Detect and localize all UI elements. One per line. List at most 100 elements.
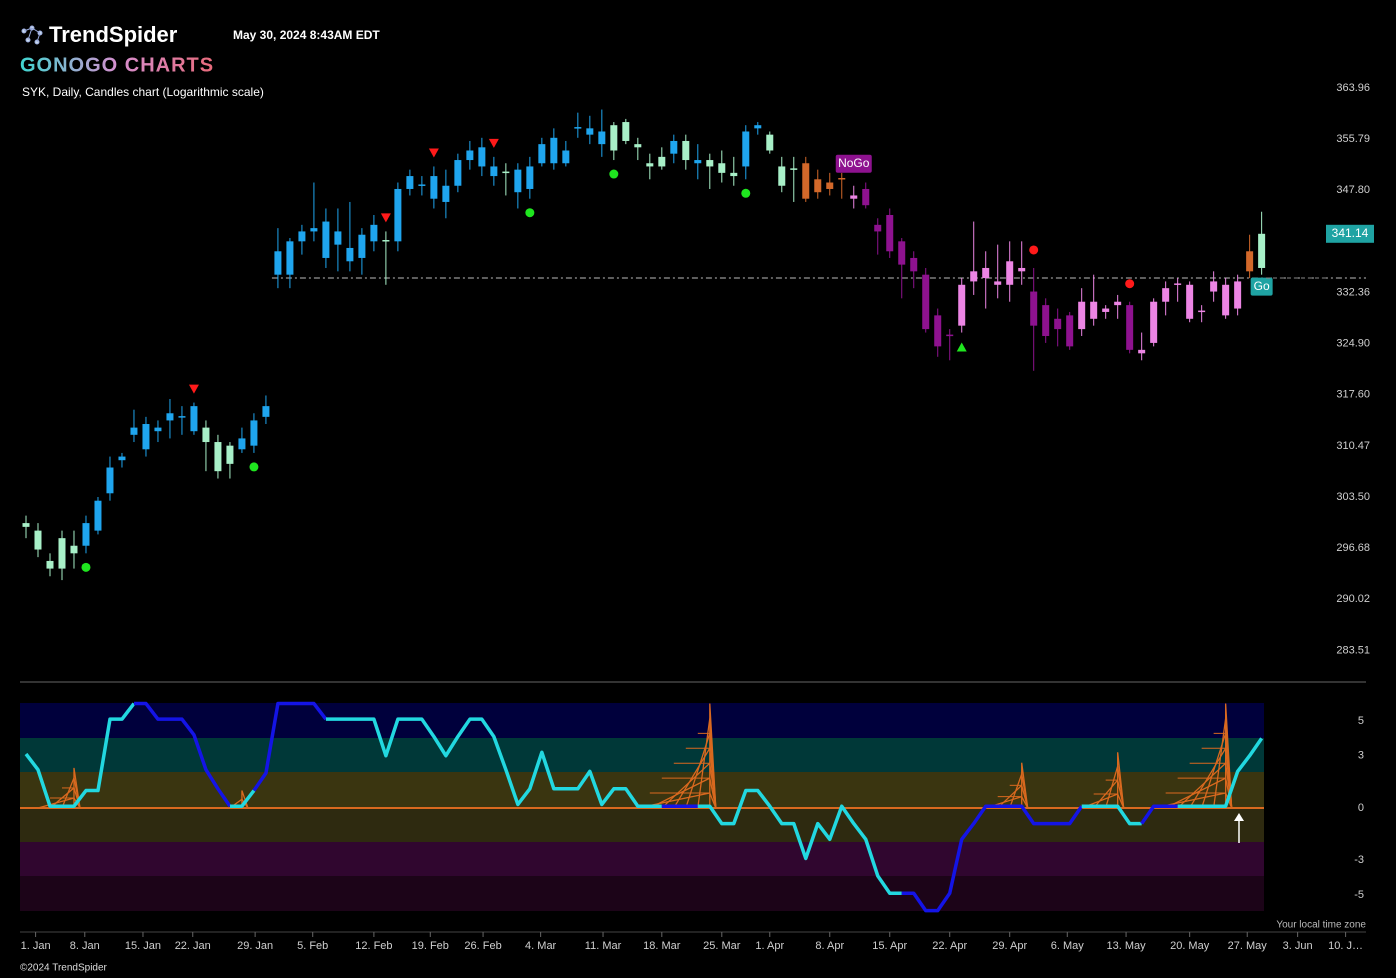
sell-signal xyxy=(488,138,499,148)
candle-body xyxy=(178,416,186,418)
candle-body xyxy=(1018,267,1026,272)
candle-body xyxy=(730,172,738,177)
candle-body xyxy=(502,171,510,174)
x-tick-label: 13. May xyxy=(1107,940,1147,952)
candle-body xyxy=(34,530,42,550)
candle-body xyxy=(994,281,1002,285)
candle-body xyxy=(1030,291,1038,326)
candle-body xyxy=(22,523,30,527)
candle-body xyxy=(1222,284,1230,316)
candle-body xyxy=(562,150,570,164)
candle-body xyxy=(1078,301,1086,330)
y-tick-label: 310.47 xyxy=(1336,440,1370,452)
candle-body xyxy=(202,427,210,443)
y-tick-label: 5 xyxy=(1358,715,1364,727)
candle-body xyxy=(382,240,390,242)
product: GONOGO CHARTS xyxy=(20,54,214,76)
oscillator-line xyxy=(325,717,662,808)
y-tick-label: -3 xyxy=(1354,854,1364,866)
x-tick-label: 29. Jan xyxy=(237,940,273,952)
oscillator-line xyxy=(901,804,1084,913)
y-tick-label: 363.96 xyxy=(1336,82,1370,94)
candle-body xyxy=(286,241,294,275)
candle-body xyxy=(802,163,810,199)
candle-body xyxy=(394,188,402,242)
candle-body xyxy=(670,140,678,154)
candle-body xyxy=(1102,308,1110,312)
candle-body xyxy=(46,560,54,569)
candle-body xyxy=(1054,318,1062,330)
x-tick-label: 27. May xyxy=(1228,940,1268,952)
candle-body xyxy=(346,247,354,262)
oscillator-line xyxy=(133,701,232,808)
signal-label-box xyxy=(1250,277,1273,296)
squeeze-grid xyxy=(1021,762,1029,809)
candle-body xyxy=(526,166,534,189)
x-tick-label: 6. May xyxy=(1051,940,1085,952)
timestamp: May 30, 2024 8:43AM EDT xyxy=(233,28,380,42)
candle-body xyxy=(1006,261,1014,285)
candle-body xyxy=(370,224,378,242)
candle-body xyxy=(838,178,846,180)
buy-signal xyxy=(741,188,751,198)
candle-body xyxy=(334,231,342,245)
oscillator-line xyxy=(1177,737,1264,808)
candle-body xyxy=(742,131,750,167)
candle-body xyxy=(310,228,318,232)
candle-body xyxy=(1162,288,1170,302)
candle-body xyxy=(1042,305,1050,336)
squeeze-grid xyxy=(1117,752,1125,809)
candle-body xyxy=(514,169,522,193)
oscillator-line xyxy=(1140,804,1178,825)
sell-signal xyxy=(1125,279,1135,289)
candle-body xyxy=(1090,301,1098,319)
y-tick-label: 3 xyxy=(1358,750,1364,762)
candle-body xyxy=(766,134,774,151)
candle-body xyxy=(694,160,702,164)
candle-body xyxy=(274,251,282,275)
candle-body xyxy=(1114,301,1122,306)
candle-body xyxy=(958,284,966,326)
buy-signal xyxy=(609,169,619,179)
y-tick-label: 303.50 xyxy=(1336,491,1370,503)
chart-label: SYK, Daily, Candles chart (Logarithmic s… xyxy=(22,85,264,99)
candle-body xyxy=(598,131,606,145)
x-tick-label: 20. May xyxy=(1170,940,1210,952)
candle-body xyxy=(850,195,858,199)
candle-body xyxy=(442,185,450,202)
candle-body xyxy=(94,500,102,531)
candle-body xyxy=(262,406,270,417)
x-tick-label: 3. Jun xyxy=(1283,940,1313,952)
timezone-note: Your local time zone xyxy=(1276,920,1366,931)
x-tick-label: 15. Jan xyxy=(125,940,161,952)
logo-icon xyxy=(21,25,43,45)
squeeze-grid xyxy=(709,703,717,808)
y-tick-label: 296.68 xyxy=(1336,542,1370,554)
candle-body xyxy=(466,150,474,161)
x-tick-label: 8. Apr xyxy=(815,940,844,952)
signal-label: NoGo xyxy=(838,156,870,170)
candle-body xyxy=(1150,301,1158,343)
candle-body xyxy=(70,545,78,554)
candle-body xyxy=(130,427,138,435)
candle-body xyxy=(1198,310,1206,313)
candle-body xyxy=(898,241,906,265)
candle-body xyxy=(946,334,954,337)
x-tick-label: 5. Feb xyxy=(297,940,328,952)
candle-body xyxy=(238,438,246,450)
candle-body xyxy=(934,315,942,347)
candle-body xyxy=(862,188,870,206)
buy-signal xyxy=(525,208,535,218)
candle-body xyxy=(1210,281,1218,292)
candle-body xyxy=(418,184,426,186)
candle-body xyxy=(214,442,222,472)
x-tick-label: 1. Jan xyxy=(21,940,51,952)
candle-body xyxy=(910,257,918,272)
oscillator-line xyxy=(1081,804,1142,826)
squeeze-grid xyxy=(1224,703,1233,808)
candle-body xyxy=(1246,251,1254,272)
candle-body xyxy=(874,224,882,232)
candle-body xyxy=(142,424,150,450)
x-tick-label: 26. Feb xyxy=(464,940,501,952)
